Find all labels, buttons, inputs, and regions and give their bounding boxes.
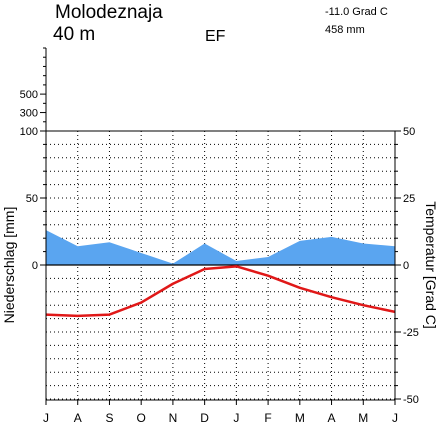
temperature-axis: 50 25 0 -25 -50 xyxy=(395,126,419,406)
left-tick-label: 0 xyxy=(32,260,38,272)
precipitation-area xyxy=(46,230,395,265)
month-label: M xyxy=(358,411,368,425)
month-label: M xyxy=(295,411,305,425)
month-label: A xyxy=(74,411,82,425)
upper-precip-scale: 300 500 xyxy=(20,47,47,131)
station-name: Molodeznaja xyxy=(55,2,163,23)
upper-tick-label: 300 xyxy=(20,108,38,120)
station-elevation: 40 m xyxy=(53,24,95,45)
precipitation-axis: 0 50 100 xyxy=(20,126,47,400)
month-label: J xyxy=(43,411,49,425)
upper-tick-label: 500 xyxy=(20,89,38,101)
climate-class: EF xyxy=(205,28,226,45)
right-tick-label: 50 xyxy=(403,126,415,138)
month-label: S xyxy=(105,411,113,425)
month-label: D xyxy=(200,411,209,425)
plot-area xyxy=(45,130,396,401)
annual-precipitation: 458 mm xyxy=(325,24,365,36)
y-left-label: Niederschlag [mm] xyxy=(1,207,17,324)
month-label: J xyxy=(392,411,398,425)
month-label: N xyxy=(169,411,178,425)
right-tick-label: 0 xyxy=(403,260,409,272)
right-tick-label: 25 xyxy=(403,193,415,205)
temperature-line xyxy=(45,265,396,318)
y-right-label: Temperatur [Grad C] xyxy=(423,201,438,329)
month-label: J xyxy=(233,411,239,425)
grid-lines xyxy=(46,131,395,400)
left-tick-label: 100 xyxy=(20,126,38,138)
month-label: F xyxy=(264,411,271,425)
mean-temperature: -11.0 Grad C xyxy=(325,6,388,18)
right-tick-label: -50 xyxy=(403,394,419,406)
month-label: A xyxy=(328,411,336,425)
month-label: O xyxy=(137,411,146,425)
right-tick-label: -25 xyxy=(403,327,419,339)
left-tick-label: 50 xyxy=(26,193,38,205)
